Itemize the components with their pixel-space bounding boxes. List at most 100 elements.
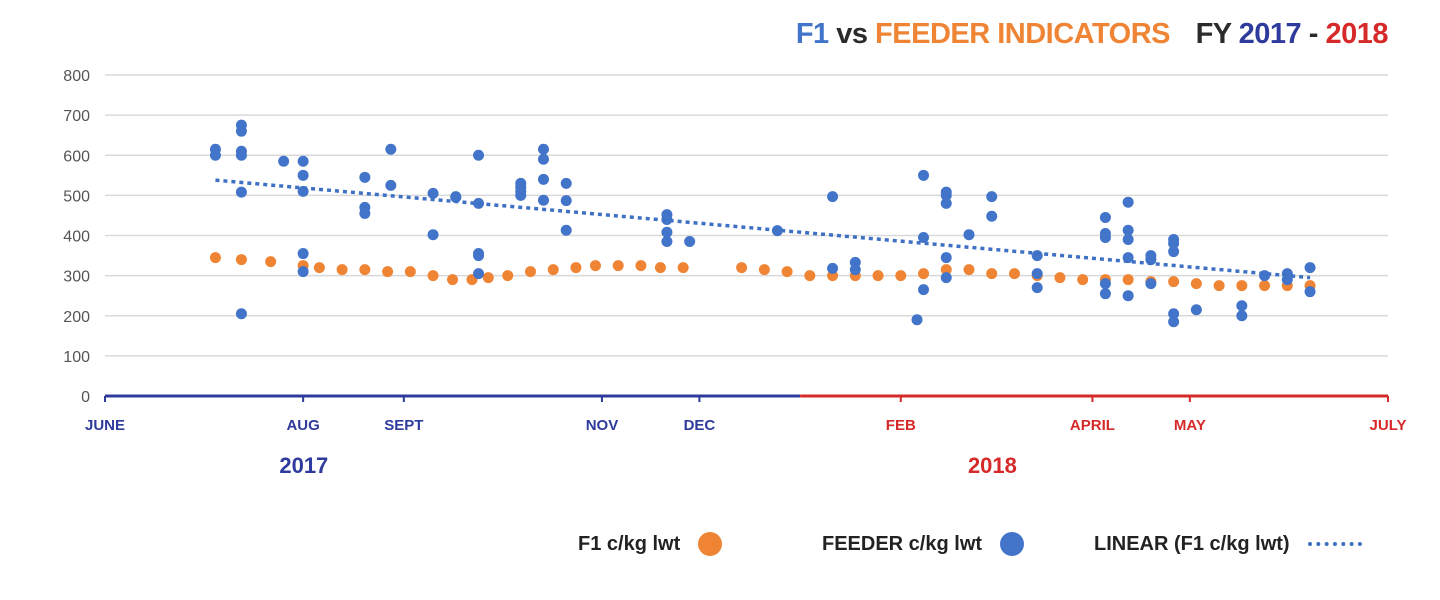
f1-point xyxy=(1077,274,1089,286)
f1-point xyxy=(612,260,624,272)
feeder-point xyxy=(1099,278,1111,290)
legend-item-f1: F1 c/kg lwt xyxy=(578,528,723,560)
feeder-point xyxy=(1168,238,1180,250)
chart-title: F1 vs FEEDER INDICATORS FY 2017 - 2018 xyxy=(795,18,1389,51)
feeder-point xyxy=(385,143,397,155)
f1-point xyxy=(781,266,793,278)
feeder-point xyxy=(278,155,290,167)
f1-point xyxy=(654,262,666,274)
feeder-point xyxy=(849,264,861,276)
x-tick-label: JUNE xyxy=(85,417,125,434)
f1-point xyxy=(804,270,816,282)
f1-point xyxy=(404,266,416,278)
feeder-point xyxy=(986,191,998,203)
feeder-point xyxy=(771,225,783,237)
feeder-point xyxy=(1122,196,1134,208)
feeder-point xyxy=(297,155,309,167)
title-feeder-indicators: FEEDER INDICATORS xyxy=(875,18,1170,50)
f1-point xyxy=(336,264,348,276)
feeder-point xyxy=(940,197,952,209)
f1-point xyxy=(1168,276,1180,288)
feeder-point xyxy=(537,194,549,206)
f1-point xyxy=(427,270,439,282)
x-tick-label: JULY xyxy=(1370,417,1407,434)
feeder-point xyxy=(1099,211,1111,223)
f1-point xyxy=(235,254,247,266)
feeder-point xyxy=(297,266,309,278)
year-label: 2018 xyxy=(968,453,1017,478)
f1-point xyxy=(525,266,537,278)
legend: F1 c/kg lwt FEEDER c/kg lwt LINEAR (F1 c… xyxy=(560,528,1400,568)
feeder-point xyxy=(1168,316,1180,328)
y-tick-label: 100 xyxy=(63,349,90,366)
year-label: 2017 xyxy=(279,453,328,478)
feeder-point xyxy=(385,179,397,191)
x-tick-label: NOV xyxy=(586,417,619,434)
y-tick-label: 300 xyxy=(63,269,90,286)
feeder-point xyxy=(963,229,975,241)
feeder-point xyxy=(1099,232,1111,244)
y-tick-label: 0 xyxy=(81,389,90,406)
f1-point xyxy=(918,268,930,280)
feeder-point xyxy=(1122,234,1134,246)
feeder-point xyxy=(1168,308,1180,320)
x-tick-label: MAY xyxy=(1174,417,1206,434)
feeder-point xyxy=(537,173,549,185)
legend-item-feeder: FEEDER c/kg lwt xyxy=(822,528,1025,560)
feeder-point xyxy=(297,169,309,181)
feeder-point xyxy=(427,229,439,241)
y-tick-label: 600 xyxy=(63,148,90,165)
f1-point xyxy=(482,272,494,284)
legend-label-f1: F1 c/kg lwt xyxy=(578,532,681,555)
feeder-point xyxy=(918,284,930,296)
feeder-point xyxy=(473,268,485,280)
feeder-point xyxy=(473,250,485,262)
linear-trendline xyxy=(215,178,1311,280)
feeder-point xyxy=(560,224,572,236)
title-dash: - xyxy=(1308,18,1319,50)
title-year-2017: 2017 xyxy=(1238,18,1302,50)
f1-point xyxy=(1008,268,1020,280)
legend-swatch-linear xyxy=(1307,542,1362,546)
feeder-point xyxy=(940,272,952,284)
feeder-point xyxy=(1122,224,1134,236)
f1-point xyxy=(872,270,884,282)
legend-label-feeder: FEEDER c/kg lwt xyxy=(822,532,983,555)
feeder-point xyxy=(918,169,930,181)
f1-point xyxy=(502,270,514,282)
f1-point xyxy=(1190,278,1202,290)
title-year-2018: 2018 xyxy=(1325,18,1388,50)
feeder-point xyxy=(661,226,673,238)
feeder-point xyxy=(560,195,572,207)
feeder-point xyxy=(209,149,221,161)
f1-point xyxy=(589,260,601,272)
x-tick-label: FEB xyxy=(886,417,916,434)
legend-swatch-f1 xyxy=(698,532,723,556)
title-f1: F1 xyxy=(795,18,829,50)
f1-point xyxy=(940,264,952,276)
feeder-point xyxy=(918,232,930,244)
feeder-point xyxy=(235,125,247,137)
f1-point xyxy=(359,264,371,276)
feeder-point xyxy=(1031,282,1043,294)
feeder-point xyxy=(537,143,549,155)
f1-point xyxy=(1259,280,1271,292)
feeder-point xyxy=(235,308,247,320)
feeder-point xyxy=(684,236,696,248)
feeder-point xyxy=(537,153,549,165)
title-fy: FY xyxy=(1195,18,1232,50)
feeder-point xyxy=(827,191,839,203)
feeder-point xyxy=(986,210,998,222)
feeder-point xyxy=(1236,300,1248,312)
f1-point xyxy=(895,270,907,282)
feeder-point xyxy=(515,189,527,201)
feeder-point xyxy=(661,236,673,248)
feeder-point xyxy=(235,149,247,161)
feeder-point xyxy=(359,171,371,183)
f1-point xyxy=(1236,280,1248,292)
feeder-point xyxy=(940,189,952,201)
feeder-point xyxy=(1236,310,1248,322)
x-tick-label: AUG xyxy=(286,417,319,434)
feeder-point xyxy=(1031,268,1043,280)
